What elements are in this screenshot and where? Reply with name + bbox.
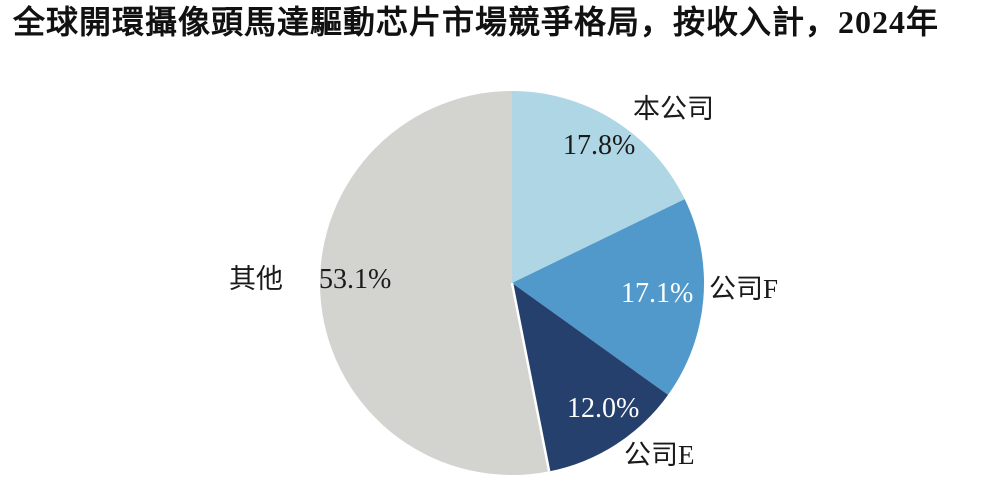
slice-label-others: 其他 [229,264,283,294]
pie-slice-0 [512,91,685,283]
slice-value-our-company: 17.8% [563,130,636,161]
chart-title: 全球開環攝像頭馬達驅動芯片市場競爭格局，按收入計，2024年 [13,4,940,40]
slice-separator [510,282,551,472]
slice-label-company-e: 公司E [624,440,695,470]
pie-slice-1 [512,199,705,395]
slice-label-our-company: 本公司 [633,94,714,124]
pie-slice-2 [512,283,669,472]
slice-value-company-f: 17.1% [621,278,694,309]
pie-slice-3 [320,91,550,475]
slice-value-others: 53.1% [319,264,392,295]
slice-label-company-f: 公司F [709,274,779,304]
slice-value-company-e: 12.0% [567,393,640,424]
